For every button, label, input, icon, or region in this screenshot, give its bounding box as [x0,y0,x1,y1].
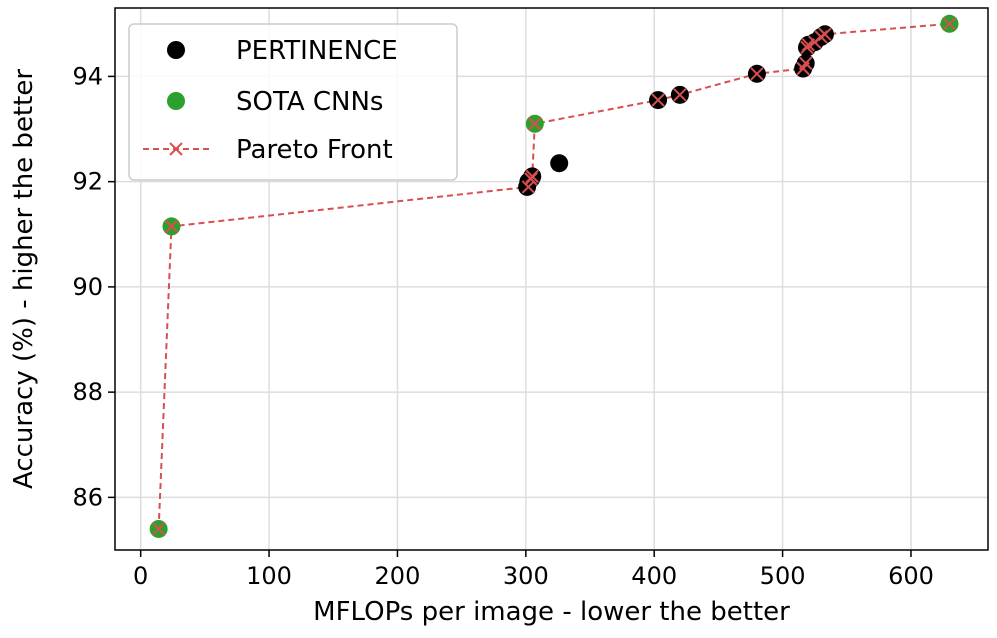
pareto-marker [528,117,542,131]
pareto-marker [651,93,665,107]
pareto-markers [151,17,957,536]
axis-ticks: 0 100 200 300 400 500 600 86 88 90 92 94 [72,62,933,590]
pareto-marker [151,522,166,536]
y-tick-label: 88 [72,378,103,406]
pareto-marker [750,67,764,81]
y-tick-label: 92 [72,168,103,196]
pareto-marker [673,88,687,102]
x-axis-label: MFLOPs per image - lower the better [313,597,790,627]
legend-label-pertinence: PERTINENCE [236,36,398,66]
pareto-marker [521,180,536,194]
pareto-marker [942,17,957,31]
pareto-marker [818,27,832,42]
legend-swatch-pertinence [167,41,185,59]
x-tick-label: 400 [631,562,677,590]
legend-item-pareto-front: Pareto Front [143,135,393,165]
legend-box [128,23,458,181]
legend-swatch-pareto-marker [169,142,183,156]
legend-item-sota-cnns: SOTA CNNs [167,87,383,117]
x-tick-label: 0 [133,562,148,590]
x-tick-label: 200 [375,562,421,590]
x-tick-label: 500 [760,562,806,590]
legend-swatch-sota-cnns [167,92,185,110]
legend-label-pareto-front: Pareto Front [236,135,393,165]
y-tick-label: 94 [72,62,103,90]
pareto-marker [525,169,539,184]
y-tick-label: 86 [72,483,103,511]
plot-frame [114,7,989,551]
pareto-marker [798,56,813,70]
pareto-marker [164,219,179,234]
pertinence-point [550,154,569,173]
legend: PERTINENCE SOTA CNNs Pareto Front [128,23,458,181]
legend-label-sota-cnns: SOTA CNNs [236,87,383,117]
legend-item-pertinence: PERTINENCE [167,36,398,66]
y-tick-label: 90 [72,273,103,301]
x-tick-label: 300 [503,562,549,590]
y-axis-label: Accuracy (%) - higher the better [9,69,39,489]
x-tick-label: 600 [888,562,934,590]
x-tick-label: 100 [246,562,292,590]
